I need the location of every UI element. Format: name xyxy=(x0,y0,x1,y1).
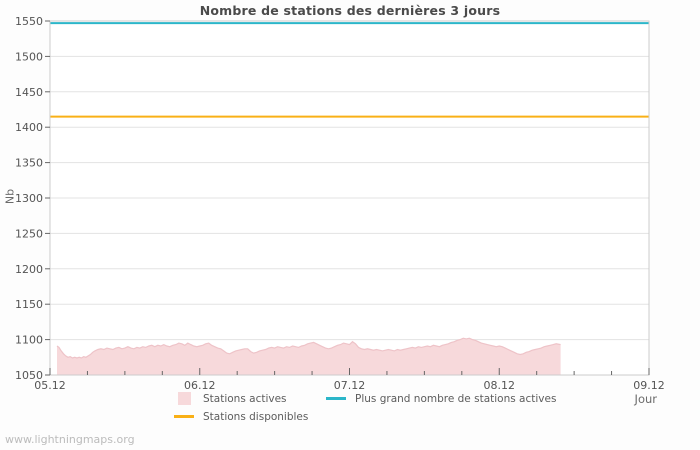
x-tick-label: 05.12 xyxy=(34,379,66,392)
legend: Stations actives Plus grand nombre de st… xyxy=(173,391,556,424)
active-stations-outline xyxy=(56,337,561,359)
y-tick-label: 1100 xyxy=(15,334,43,347)
legend-swatch-box xyxy=(173,415,195,418)
legend-label: Stations actives xyxy=(203,392,287,405)
legend-item-plus-grand-nombre: Plus grand nombre de stations actives xyxy=(325,391,556,406)
watermark: www.lightningmaps.org xyxy=(5,433,135,446)
x-tick-label: 06.12 xyxy=(184,379,216,392)
x-axis-label: Jour xyxy=(634,392,657,406)
y-tick-label: 1150 xyxy=(15,298,43,311)
y-tick-label: 1250 xyxy=(15,227,43,240)
y-tick-label: 1400 xyxy=(15,121,43,134)
legend-swatch-box xyxy=(173,392,195,405)
x-tick-label: 08.12 xyxy=(484,379,516,392)
x-tick-label: 07.12 xyxy=(334,379,366,392)
y-tick-label: 1500 xyxy=(15,50,43,63)
legend-swatch-box xyxy=(325,397,347,400)
legend-item-stations-actives: Stations actives xyxy=(173,391,325,406)
y-axis-label: Nb xyxy=(3,188,17,205)
y-tick-label: 1200 xyxy=(15,263,43,276)
legend-item-stations-disponibles: Stations disponibles xyxy=(173,409,325,424)
chart-title: Nombre de stations des dernières 3 jours xyxy=(199,3,501,18)
y-tick-label: 1350 xyxy=(15,157,43,170)
x-tick-label: 09.12 xyxy=(633,379,665,392)
line-swatch xyxy=(174,415,194,418)
y-tick-label: 1300 xyxy=(15,192,43,205)
line-swatch xyxy=(326,397,346,400)
y-tick-label: 1450 xyxy=(15,86,43,99)
y-tick-label: 1050 xyxy=(15,369,43,382)
legend-label: Stations disponibles xyxy=(203,410,309,423)
legend-label: Plus grand nombre de stations actives xyxy=(355,392,557,405)
area-swatch xyxy=(177,392,191,405)
y-tick-label: 1550 xyxy=(15,15,43,28)
active-stations-area xyxy=(57,338,561,375)
